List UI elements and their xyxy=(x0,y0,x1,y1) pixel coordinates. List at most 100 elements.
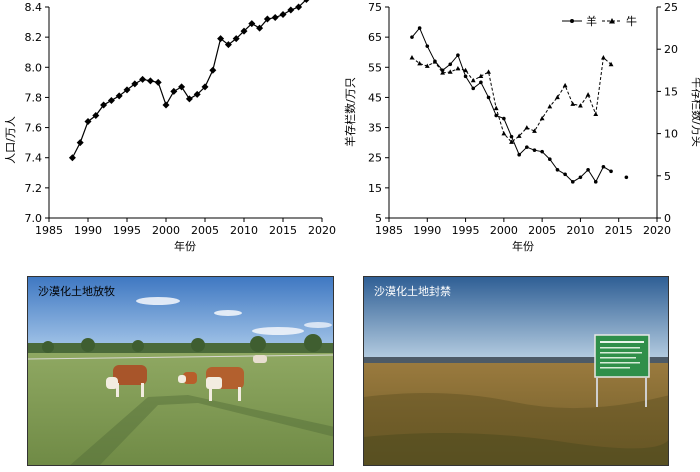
x-ticks: 1985 1990 1995 2000 2005 2010 2015 2020 xyxy=(375,218,671,237)
y-axis-left-label: 羊存栏数/万只 xyxy=(343,77,357,147)
population-plot-frame xyxy=(48,7,322,219)
sheep-point xyxy=(609,169,613,174)
x-tick-label: 2005 xyxy=(191,224,219,237)
population-point xyxy=(123,86,131,94)
cattle-point xyxy=(432,59,438,64)
cattle-point xyxy=(555,94,560,100)
population-point xyxy=(84,118,92,126)
sheep-point xyxy=(494,113,498,118)
population-point xyxy=(193,90,201,98)
cattle-point xyxy=(562,82,568,88)
cattle-point xyxy=(509,139,514,144)
legend-label-sheep: 羊 xyxy=(586,14,597,28)
cattle-point xyxy=(539,115,545,121)
y-tick-label: 8.2 xyxy=(25,31,43,44)
sheep-point xyxy=(486,95,491,100)
population-point xyxy=(178,83,186,91)
cattle-point xyxy=(524,125,530,130)
sheep-point xyxy=(502,116,506,121)
y-tick-label: 5 xyxy=(664,170,671,183)
cattle-point xyxy=(417,60,423,66)
population-point xyxy=(100,101,108,109)
grazing-scene xyxy=(28,277,333,465)
population-point xyxy=(107,96,115,104)
sheep-point xyxy=(425,44,430,48)
x-tick-label: 2010 xyxy=(230,224,258,237)
population-point xyxy=(295,3,303,11)
cow-icon xyxy=(106,365,147,397)
sheep-point xyxy=(525,145,529,149)
cow-icon xyxy=(206,367,244,401)
y-tick-label: 7.8 xyxy=(25,91,43,104)
cattle-point xyxy=(547,103,553,109)
enclosure-photo: 沙漠化土地封禁 xyxy=(363,276,669,466)
livestock-chart: 1985 1990 1995 2000 2005 2010 2015 2020 5152535… xyxy=(343,1,700,253)
sheep-point xyxy=(540,149,544,154)
y-tick-label: 8.4 xyxy=(25,1,43,14)
cattle-point xyxy=(593,111,599,116)
x-tick-label: 2015 xyxy=(605,224,633,237)
population-line xyxy=(71,0,307,158)
sheep-point xyxy=(578,175,583,180)
sheep-point xyxy=(601,164,606,169)
population-point xyxy=(256,24,264,32)
population-point xyxy=(162,101,170,109)
cattle-line xyxy=(411,56,612,143)
population-point xyxy=(201,83,209,91)
x-tick-label: 2015 xyxy=(269,224,297,237)
y-tick-label: 45 xyxy=(368,91,382,104)
population-point xyxy=(263,15,271,23)
x-tick-label: 2020 xyxy=(643,224,671,237)
cattle-point xyxy=(578,103,583,108)
population-point xyxy=(240,27,248,35)
sheep-point xyxy=(532,148,537,152)
livestock-plot-frame xyxy=(388,7,658,219)
legend-entry-sheep: 羊 xyxy=(562,14,597,28)
sheep-point xyxy=(479,80,483,85)
sheep-point xyxy=(509,134,514,139)
y-tick-label: 5 xyxy=(375,212,382,225)
sheep-point xyxy=(555,167,560,172)
x-ticks: 1985 1990 1995 2000 2005 2010 2015 2020 xyxy=(35,218,336,237)
legend: 羊 牛 xyxy=(562,14,637,28)
y-tick-label: 10 xyxy=(664,128,678,141)
x-tick-label: 1985 xyxy=(375,224,403,237)
population-point xyxy=(139,75,147,83)
y-tick-label: 55 xyxy=(368,61,382,74)
cattle-point xyxy=(601,55,606,60)
x-tick-label: 1990 xyxy=(413,224,441,237)
population-point xyxy=(271,14,279,22)
cattle-point xyxy=(409,55,415,60)
x-tick-label: 2005 xyxy=(528,224,556,237)
cow-icon xyxy=(178,372,197,384)
grazing-photo: 沙漠化土地放牧 xyxy=(27,276,334,466)
y-tick-label: 7.6 xyxy=(25,122,43,135)
enclosure-scene xyxy=(364,277,668,465)
population-point xyxy=(185,95,193,103)
population-point xyxy=(131,80,139,88)
sheep-point xyxy=(410,35,414,39)
y-ticks: 7.0 7.2 7.4 7.6 7.8 8.0 8.2 8.4 xyxy=(25,1,49,225)
cattle-point xyxy=(501,131,507,136)
population-series xyxy=(68,0,310,162)
cattle-point xyxy=(486,69,491,74)
population-point xyxy=(68,154,76,162)
population-point xyxy=(92,112,100,120)
population-point xyxy=(217,35,225,43)
cattle-point xyxy=(440,70,445,75)
y-ticks-right: 0 5 10 15 20 25 xyxy=(657,1,678,225)
sheep-point xyxy=(517,152,521,157)
y-tick-label: 8.0 xyxy=(25,61,43,74)
population-point xyxy=(209,66,217,74)
x-tick-label: 2010 xyxy=(566,224,594,237)
cattle-point xyxy=(532,128,537,133)
y-tick-label: 15 xyxy=(368,182,382,195)
cattle-point xyxy=(493,105,499,111)
y-tick-label: 25 xyxy=(368,152,382,165)
sheep-point xyxy=(593,180,598,184)
y-ticks-left: 5 15 25 35 45 55 65 75 xyxy=(368,1,389,225)
population-point xyxy=(170,87,178,95)
x-tick-label: 1995 xyxy=(452,224,480,237)
sheep-point xyxy=(456,53,460,58)
cattle-point xyxy=(608,61,614,67)
